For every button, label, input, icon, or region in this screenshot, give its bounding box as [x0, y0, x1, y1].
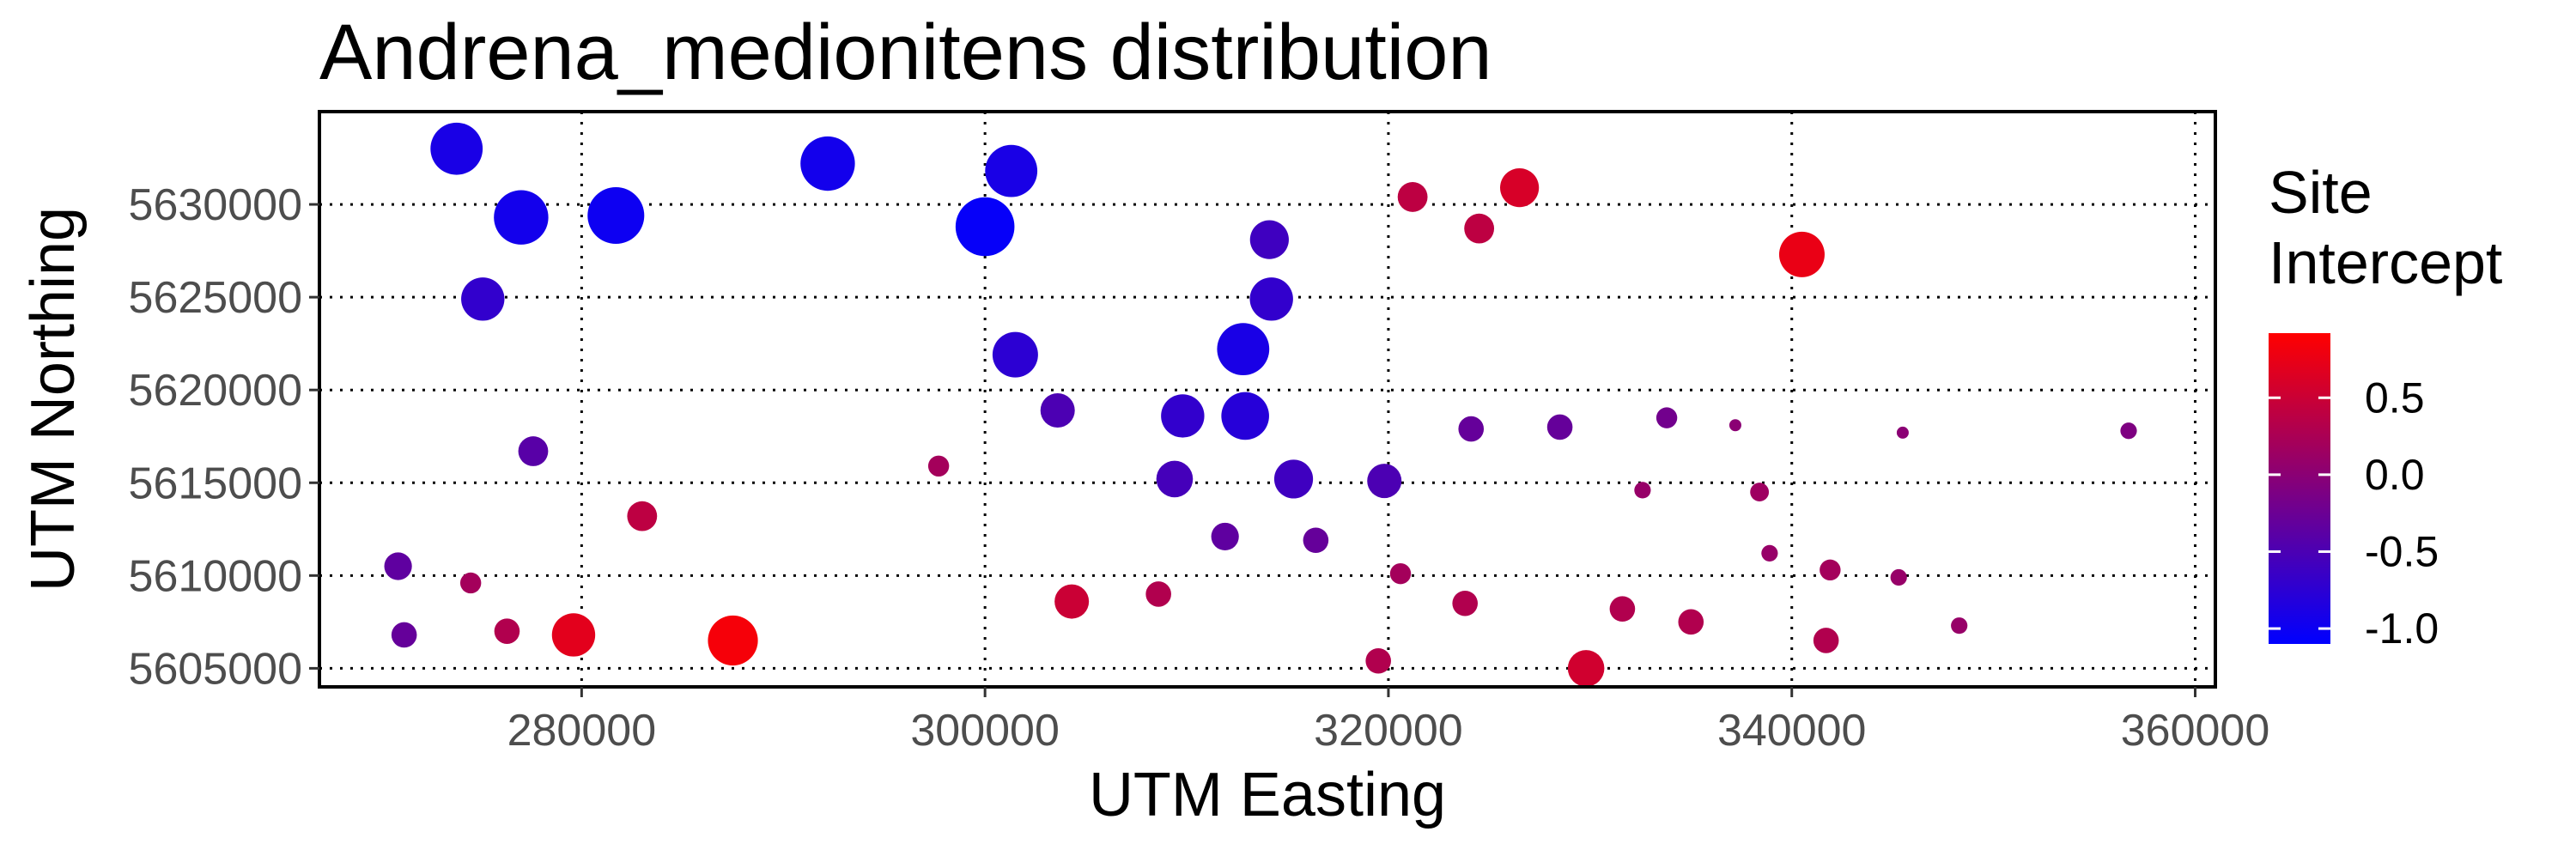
data-point [494, 190, 549, 245]
data-point [1567, 650, 1605, 687]
colorbar-ticks: 0.5 0.0 -0.5 -1.0 [2269, 373, 2439, 653]
colorbar-tick-label: -1.0 [2365, 604, 2439, 653]
data-points [384, 122, 2137, 687]
data-point [708, 615, 758, 666]
data-point [1273, 459, 1314, 499]
data-point [1750, 483, 1770, 501]
data-point [627, 501, 658, 531]
data-point [1452, 590, 1478, 616]
data-point [1389, 562, 1412, 585]
x-tick-label: 340000 [1717, 706, 1867, 756]
data-point [494, 618, 520, 644]
data-point [1161, 394, 1205, 438]
data-point [800, 136, 855, 191]
data-point [1778, 231, 1825, 277]
data-point [1365, 647, 1391, 674]
colorbar-tick-label: 0.5 [2365, 373, 2425, 422]
x-tick-label: 320000 [1314, 706, 1463, 756]
data-point [1217, 323, 1270, 376]
x-axis-title: UTM Easting [1089, 761, 1446, 829]
data-point [955, 197, 1015, 257]
data-point [1303, 527, 1329, 554]
x-tick-label: 360000 [2121, 706, 2270, 756]
data-point [1609, 596, 1636, 622]
data-point [1728, 419, 1741, 432]
colorbar [2269, 333, 2330, 644]
data-point [985, 144, 1038, 197]
data-point [1896, 426, 1909, 439]
data-point [1813, 628, 1839, 653]
legend-title-line-2: Intercept [2269, 229, 2502, 296]
data-point [1634, 482, 1651, 499]
data-point [1054, 584, 1090, 619]
y-tick-label: 5615000 [129, 458, 302, 508]
panel-border [318, 110, 2217, 689]
data-point [1761, 544, 1778, 562]
y-tick-label: 5605000 [129, 644, 302, 694]
data-point [1040, 392, 1075, 428]
data-point [1656, 407, 1678, 428]
colorbar-tick-label: -0.5 [2365, 527, 2439, 575]
data-point [391, 622, 417, 648]
data-point [1367, 464, 1402, 499]
data-point [992, 331, 1038, 378]
data-point [1678, 609, 1704, 635]
data-point [459, 572, 482, 594]
data-point [1221, 392, 1269, 440]
data-point [551, 613, 596, 657]
y-tick-label: 5630000 [129, 180, 302, 230]
y-tick-label: 5620000 [129, 366, 302, 416]
y-tick-label: 5610000 [129, 551, 302, 601]
data-point [1500, 168, 1540, 208]
legend: Site Intercept 0.5 0.0 -0.5 -1.0 [2269, 159, 2502, 653]
data-point [927, 455, 950, 477]
data-point [518, 436, 549, 466]
data-point [1156, 460, 1194, 498]
x-axis-ticks: 280000 300000 320000 340000 360000 [507, 687, 2270, 756]
data-point [1464, 213, 1495, 244]
y-axis-ticks: 5605000 5610000 5615000 5620000 5625000 56300… [129, 180, 319, 694]
y-axis-title: UTM Northing [19, 207, 88, 592]
data-point [1458, 416, 1485, 442]
data-point [1249, 220, 1289, 259]
data-point [2120, 422, 2137, 440]
data-point [430, 122, 483, 175]
legend-title-line-1: Site [2269, 159, 2372, 226]
colorbar-tick-label: 0.0 [2365, 451, 2425, 499]
data-point [1211, 522, 1239, 551]
data-point [1397, 182, 1428, 212]
data-point [1820, 559, 1841, 581]
data-point [461, 277, 505, 321]
x-tick-label: 280000 [507, 706, 657, 756]
y-tick-label: 5625000 [129, 273, 302, 323]
x-tick-label: 300000 [910, 706, 1060, 756]
data-point [587, 187, 645, 245]
data-point [1546, 414, 1573, 440]
data-point [1249, 277, 1293, 321]
data-point [1951, 617, 1968, 635]
data-point [1145, 581, 1171, 607]
data-point [384, 552, 412, 580]
chart-title: Andrena_medionitens distribution [319, 9, 1492, 96]
data-point [1890, 568, 1907, 586]
